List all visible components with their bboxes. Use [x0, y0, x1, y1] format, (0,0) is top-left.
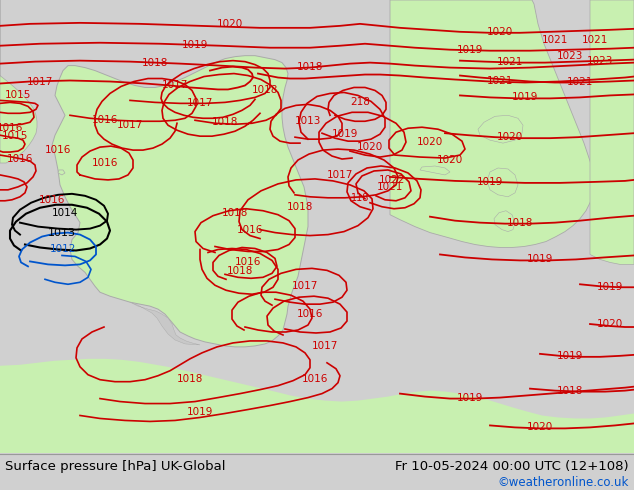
Polygon shape [590, 0, 634, 265]
Text: 1018: 1018 [212, 117, 238, 127]
Text: 1012: 1012 [50, 245, 76, 254]
Text: 1017: 1017 [117, 120, 143, 130]
Text: 1016: 1016 [235, 257, 261, 268]
Text: 1021: 1021 [582, 35, 608, 45]
Text: 1016: 1016 [7, 154, 33, 164]
Text: 1015: 1015 [5, 91, 31, 100]
Text: 1019: 1019 [477, 177, 503, 187]
Text: 1017: 1017 [27, 76, 53, 87]
Text: 1023: 1023 [587, 56, 613, 66]
Text: 1022: 1022 [378, 175, 405, 185]
Text: 1020: 1020 [357, 142, 383, 152]
Text: 1018: 1018 [507, 218, 533, 228]
Text: 218: 218 [350, 98, 370, 107]
Text: 1018: 1018 [297, 62, 323, 72]
Text: 1017: 1017 [327, 170, 353, 180]
Text: 1016: 1016 [92, 158, 118, 168]
Text: 1019: 1019 [332, 129, 358, 139]
Text: 1021: 1021 [497, 57, 523, 67]
Polygon shape [0, 0, 37, 163]
Text: 1020: 1020 [417, 137, 443, 147]
Text: ©weatheronline.co.uk: ©weatheronline.co.uk [498, 476, 629, 489]
Polygon shape [0, 359, 634, 453]
Polygon shape [494, 211, 515, 232]
Text: Fr 10-05-2024 00:00 UTC (12+108): Fr 10-05-2024 00:00 UTC (12+108) [396, 460, 629, 473]
Text: 1023: 1023 [557, 50, 583, 61]
Text: 1019: 1019 [512, 93, 538, 102]
Text: 1013: 1013 [295, 116, 321, 126]
Text: 1016: 1016 [302, 374, 328, 384]
Text: 1018: 1018 [252, 85, 278, 96]
Text: 1019: 1019 [457, 392, 483, 403]
Polygon shape [390, 0, 594, 247]
Polygon shape [58, 170, 65, 175]
Polygon shape [52, 56, 308, 347]
Text: 1016: 1016 [39, 195, 65, 205]
Text: Surface pressure [hPa] UK-Global: Surface pressure [hPa] UK-Global [5, 460, 226, 473]
Text: 1017: 1017 [162, 80, 188, 91]
Polygon shape [420, 166, 450, 175]
Text: 1019: 1019 [187, 407, 213, 416]
Text: 1017: 1017 [292, 281, 318, 291]
Text: 1018: 1018 [177, 374, 203, 384]
Text: 1013: 1013 [48, 227, 76, 238]
Text: 1019: 1019 [527, 254, 553, 265]
Text: 1016: 1016 [92, 115, 118, 125]
Text: 1017: 1017 [312, 341, 338, 351]
Text: 1016: 1016 [297, 309, 323, 319]
Text: 118: 118 [351, 193, 369, 203]
Text: 1014: 1014 [52, 208, 78, 218]
Text: 1018: 1018 [227, 267, 253, 276]
Text: 1020: 1020 [487, 27, 513, 37]
Text: 1016: 1016 [237, 224, 263, 235]
Text: 1021: 1021 [567, 76, 593, 87]
Text: 1016: 1016 [0, 123, 23, 133]
Text: 1019: 1019 [597, 282, 623, 292]
Polygon shape [487, 168, 518, 197]
Text: 1019: 1019 [182, 40, 208, 49]
Text: 1017: 1017 [187, 98, 213, 108]
Text: 1020: 1020 [217, 19, 243, 29]
Text: 1020: 1020 [437, 155, 463, 165]
Text: 1015: 1015 [2, 131, 28, 141]
Text: 1019: 1019 [457, 45, 483, 55]
Text: 1018: 1018 [142, 58, 168, 68]
Text: 1021: 1021 [377, 182, 403, 192]
Polygon shape [130, 302, 200, 345]
Text: 1018: 1018 [287, 202, 313, 212]
Text: 1020: 1020 [527, 422, 553, 432]
Text: 1021: 1021 [542, 35, 568, 45]
Text: 1021: 1021 [487, 75, 513, 86]
Text: 1020: 1020 [497, 132, 523, 142]
Text: 1018: 1018 [222, 208, 248, 218]
Text: 1016: 1016 [45, 145, 71, 155]
Text: 1020: 1020 [597, 319, 623, 329]
Text: 1019: 1019 [557, 351, 583, 361]
Polygon shape [478, 115, 523, 143]
Text: 1018: 1018 [557, 386, 583, 395]
